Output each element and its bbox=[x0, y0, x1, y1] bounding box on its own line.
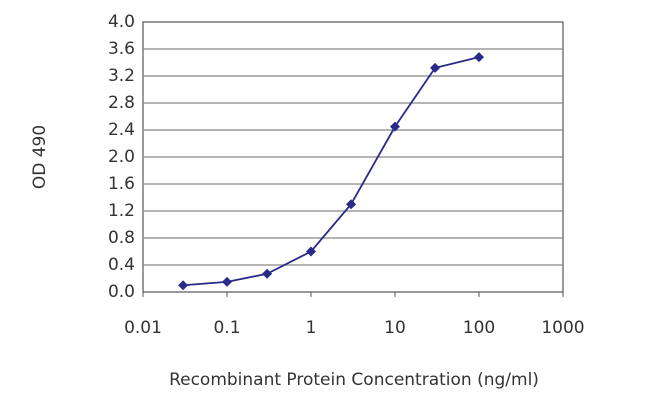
x-tick-label: 100 bbox=[463, 318, 495, 338]
y-tick-label: 2.8 bbox=[108, 93, 135, 113]
y-tick-label: 2.0 bbox=[108, 147, 135, 167]
data-point bbox=[474, 52, 484, 63]
y-tick-label: 4.0 bbox=[108, 12, 135, 32]
y-axis-label: OD 490 bbox=[30, 125, 50, 189]
data-point bbox=[430, 62, 441, 73]
x-axis-label: Recombinant Protein Concentration (ng/ml… bbox=[169, 370, 539, 390]
x-tick-label: 0.1 bbox=[213, 318, 240, 338]
y-tick-label: 0.0 bbox=[108, 282, 135, 302]
data-point bbox=[346, 199, 357, 210]
y-tick-label: 1.2 bbox=[108, 201, 135, 221]
x-tick-label: 0.01 bbox=[124, 318, 162, 338]
data-point bbox=[262, 268, 273, 279]
y-tick-label: 3.2 bbox=[108, 66, 135, 86]
data-point bbox=[222, 276, 232, 287]
data-point bbox=[306, 246, 316, 257]
series-line bbox=[183, 56, 480, 287]
x-tick-label: 10 bbox=[384, 318, 406, 338]
data-point bbox=[178, 280, 189, 291]
x-tick-label: 1000 bbox=[541, 318, 584, 338]
x-tick-label: 1 bbox=[306, 318, 317, 338]
data-point bbox=[390, 121, 400, 132]
y-tick-label: 3.6 bbox=[108, 39, 135, 59]
y-tick-label: 0.4 bbox=[108, 255, 135, 275]
y-tick-label: 0.8 bbox=[108, 228, 135, 248]
y-tick-label: 2.4 bbox=[108, 120, 135, 140]
y-tick-label: 1.6 bbox=[108, 174, 135, 194]
